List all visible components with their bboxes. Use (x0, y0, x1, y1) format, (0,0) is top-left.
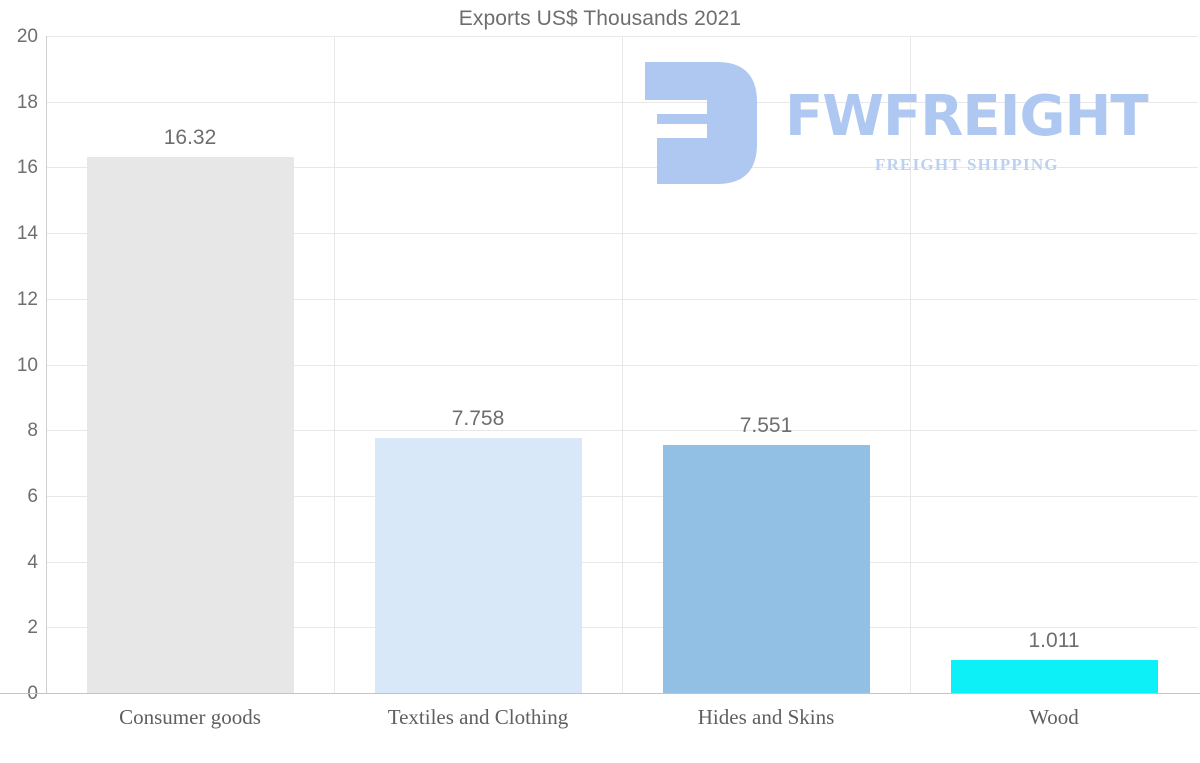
y-axis-tick-label: 18 (16, 91, 38, 113)
gridline (334, 36, 335, 693)
bar-value-label: 1.011 (1028, 628, 1080, 652)
y-axis-tick-label: 10 (16, 354, 38, 376)
y-axis-line (46, 36, 47, 694)
x-axis-line (0, 693, 1200, 694)
bar[interactable] (663, 444, 870, 693)
gridline (622, 36, 623, 693)
y-axis-tick-label: 8 (27, 420, 38, 442)
bar-value-label: 7.758 (451, 407, 505, 431)
x-axis-tick-label: Textiles and Clothing (387, 705, 569, 729)
x-axis-tick-label: Hides and Skins (697, 705, 835, 729)
x-axis-tick-label: Wood (1029, 705, 1079, 729)
y-axis-tick-label: 14 (16, 223, 38, 245)
y-axis-tick-label: 20 (16, 26, 38, 47)
chart-title: Exports US$ Thousands 2021 (458, 7, 742, 30)
bar-value-label: 16.32 (163, 125, 217, 149)
bar-value-label: 7.551 (739, 413, 793, 437)
x-axis-tick-label: Consumer goods (119, 705, 261, 729)
y-axis-tick-label: 6 (27, 485, 38, 507)
plot-area (46, 36, 1198, 694)
bar[interactable] (87, 156, 294, 693)
y-axis-tick-label: 2 (27, 617, 38, 639)
y-axis-tick-label: 16 (16, 157, 38, 179)
bar[interactable] (375, 438, 582, 693)
gridline (910, 36, 911, 693)
bar[interactable] (951, 659, 1158, 693)
y-axis-tick-label: 4 (27, 551, 38, 573)
y-axis-tick-label: 12 (16, 288, 38, 310)
